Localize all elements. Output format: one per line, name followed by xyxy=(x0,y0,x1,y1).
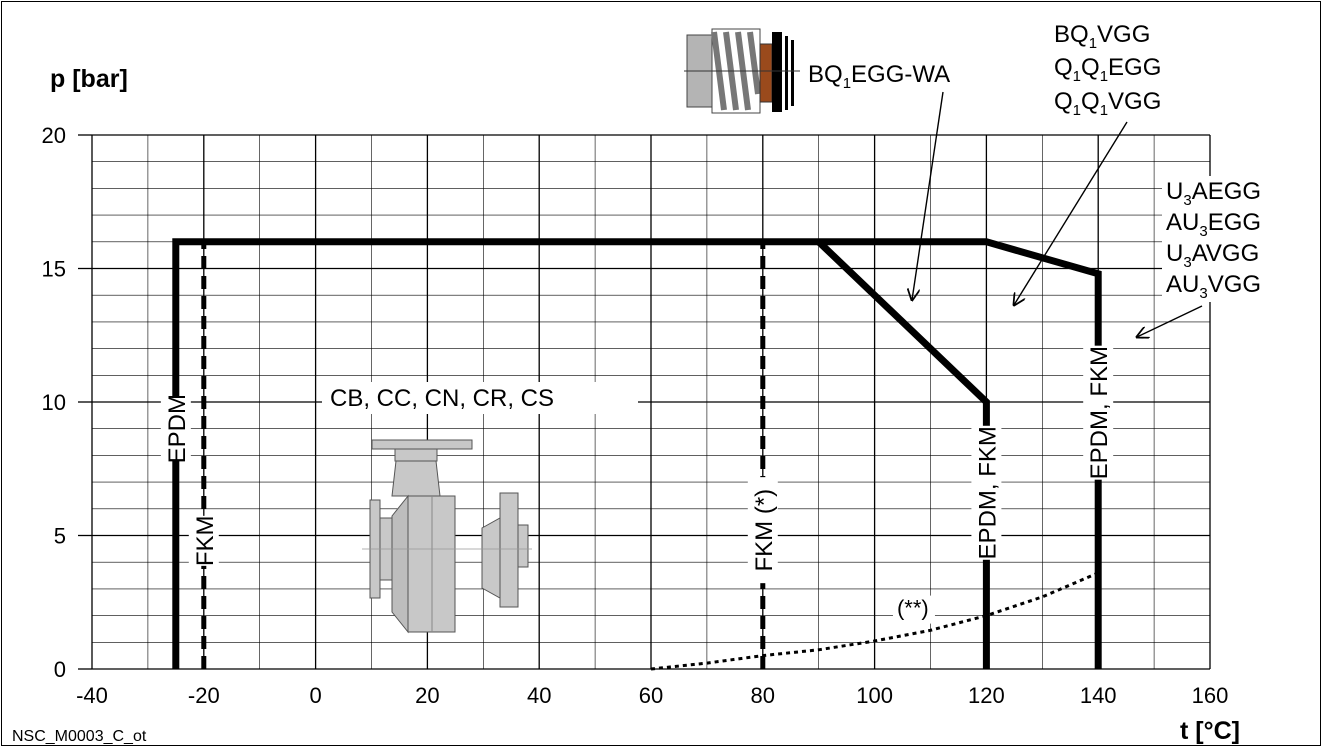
series-line-bq1egg_wa xyxy=(816,239,990,669)
y-tick-label: 10 xyxy=(42,390,66,415)
y-tick-label: 0 xyxy=(54,657,66,682)
material-label-text: FKM xyxy=(192,516,219,567)
material-label-bg xyxy=(971,425,1002,560)
x-tick-label: 160 xyxy=(1192,683,1229,708)
seal-label-u3aegg-group: U3AEGG AU3EGG U3AVGG AU3VGG xyxy=(1162,176,1292,302)
mechanical-seal-illustration xyxy=(684,28,800,114)
material-label-text: FKM (*) xyxy=(751,489,778,572)
svg-text:U3AEGG: U3AEGG xyxy=(1166,178,1261,209)
x-tick-label: 100 xyxy=(856,683,893,708)
material-label-bg xyxy=(188,515,219,566)
y-tick-label: 15 xyxy=(42,257,66,282)
material-label: EPDM, FKM xyxy=(971,425,1002,560)
series-line-vapour xyxy=(650,571,1099,671)
y-tick-label: 20 xyxy=(42,123,66,148)
x-axis-title: t [°C] xyxy=(1180,717,1240,745)
tick-labels: -40 -20 0 20 40 60 80 100 120 140 160 0 5 10 15 20 xyxy=(42,123,1229,708)
arrow-bq1egg-wa xyxy=(912,91,944,300)
svg-text:BQ1EGG-WA: BQ1EGG-WA xyxy=(808,61,950,92)
seal-label-bq1egg-wa: BQ1EGG-WA xyxy=(803,54,991,92)
material-label-text: EPDM, FKM xyxy=(974,426,1001,559)
material-label-bg xyxy=(747,477,778,584)
curve-label-bg xyxy=(892,595,935,624)
y-axis-title: p [bar] xyxy=(50,65,128,93)
material-label: EPDM, FKM xyxy=(1083,345,1114,480)
x-tick-label: -20 xyxy=(188,683,220,708)
material-label: FKM xyxy=(188,515,219,567)
pump-range-label-bg xyxy=(322,382,638,414)
x-tick-label: 120 xyxy=(968,683,1005,708)
annotation-labels: EPDM FKM FKM (*) EPDM, FKM EPDM, FKM (**) xyxy=(160,345,1114,624)
material-label-bg xyxy=(1083,345,1114,480)
x-tick-label: 40 xyxy=(527,683,551,708)
material-label-text: EPDM, FKM xyxy=(1086,346,1113,479)
pump-illustration xyxy=(362,439,532,634)
x-tick-label: -40 xyxy=(76,683,108,708)
svg-text:Q1Q1VGG: Q1Q1VGG xyxy=(1054,88,1161,119)
svg-text:BQ1VGG: BQ1VGG xyxy=(1054,21,1150,52)
pump-range-label: CB, CC, CN, CR, CS xyxy=(330,385,554,412)
x-tick-label: 80 xyxy=(751,683,775,708)
x-tick-label: 60 xyxy=(639,683,663,708)
material-label: EPDM xyxy=(160,394,191,463)
arrow-u3aegg-group xyxy=(1137,305,1203,337)
arrow-bq1vgg-group xyxy=(1014,121,1128,305)
seal-label-bq1vgg-group: BQ1VGG Q1Q1EGG Q1Q1VGG xyxy=(1054,21,1161,119)
x-tick-label: 140 xyxy=(1080,683,1117,708)
x-tick-label: 20 xyxy=(415,683,439,708)
svg-text:AU3VGG: AU3VGG xyxy=(1166,271,1261,302)
svg-text:U3AVGG: U3AVGG xyxy=(1166,240,1259,271)
y-tick-label: 5 xyxy=(54,524,66,549)
figure-code: NSC_M0003_C_ot xyxy=(12,728,147,745)
vapour-curve-label: (**) xyxy=(897,596,929,621)
material-label-text: EPDM xyxy=(164,394,191,463)
material-label: FKM (*) xyxy=(747,477,778,584)
material-label-bg xyxy=(160,396,191,461)
x-tick-label: 0 xyxy=(309,683,321,708)
svg-text:Q1Q1EGG: Q1Q1EGG xyxy=(1054,54,1161,85)
svg-text:AU3EGG: AU3EGG xyxy=(1166,209,1261,240)
